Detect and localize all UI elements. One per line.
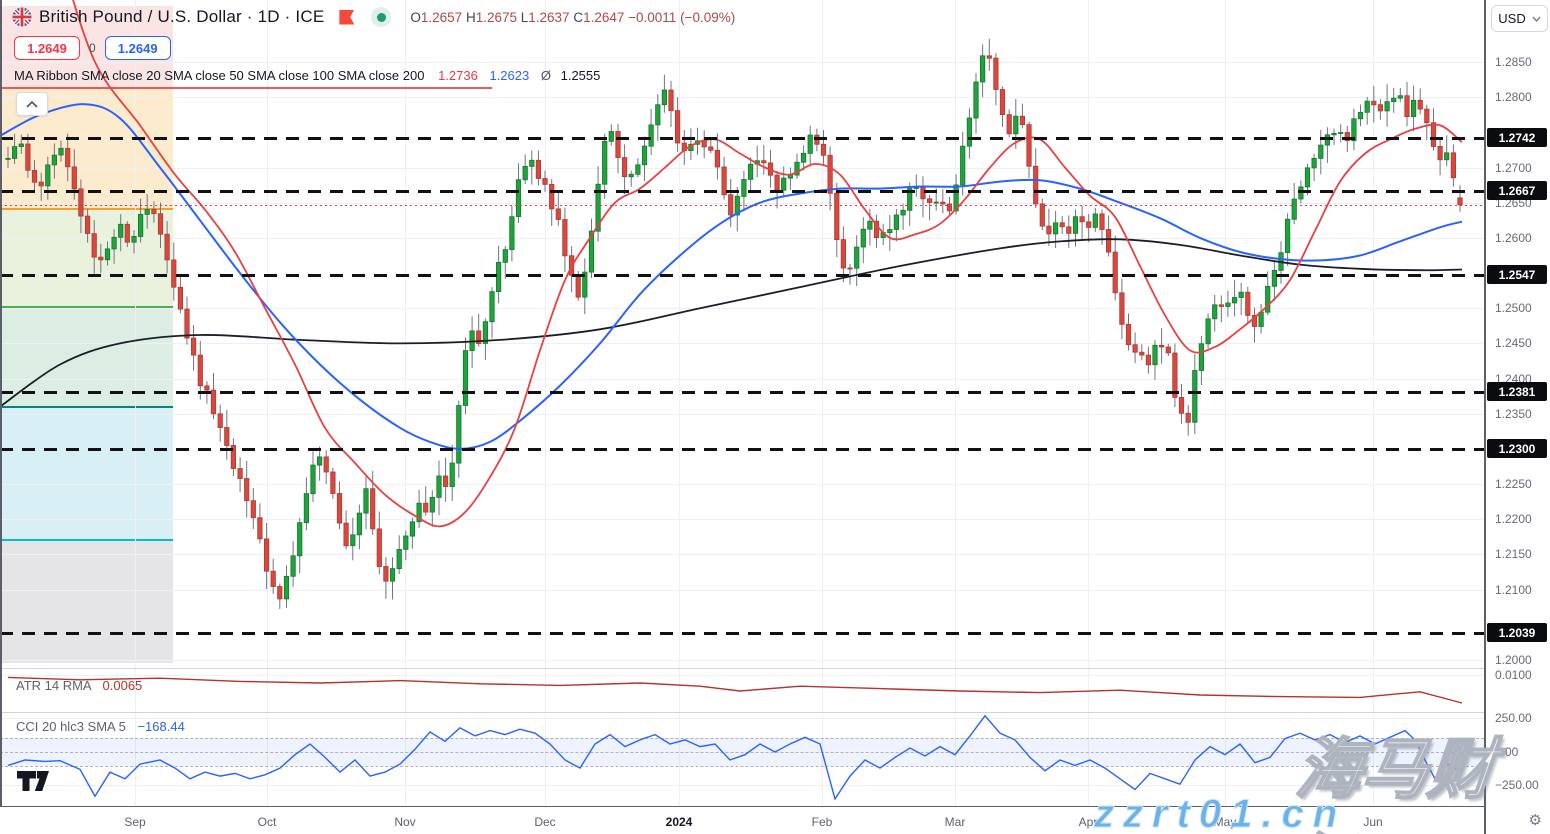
teal-zone-edge (0, 406, 173, 408)
price-series-canvas[interactable] (0, 0, 1484, 806)
time-tick: Dec (534, 815, 556, 829)
indicator-tick: 250.00 (1495, 711, 1532, 725)
price-tick: 1.2500 (1495, 301, 1532, 315)
time-axis[interactable]: Sep Oct Nov Dec 2024 Feb Mar Apr May Jun (0, 806, 1484, 834)
chart-left-border (0, 0, 2, 806)
cci-legend[interactable]: CCI 20 hlc3 SMA 5 −168.44 (16, 719, 185, 734)
red-trendline[interactable] (0, 87, 492, 89)
indicator-tick: −250.00 (1495, 778, 1539, 792)
price-axis[interactable]: USD 1.2850 1.2800 1.2700 1.2650 1.2600 1.2500… (1484, 0, 1550, 834)
key-level-line[interactable] (0, 137, 1484, 140)
indicator-tick: 0.00 (1495, 745, 1519, 759)
time-tick: Sep (124, 815, 146, 829)
indicator-tick: 0.0100 (1495, 668, 1532, 682)
ma-ribbon-label: MA Ribbon SMA close 20 SMA close 50 SMA … (14, 68, 425, 83)
orange-zone-edge (0, 208, 173, 210)
pane-separator[interactable] (0, 712, 1484, 713)
spread-value: 0 (89, 41, 96, 55)
price-level-badge: 1.2381 (1487, 382, 1547, 401)
time-tick: Jun (1363, 815, 1383, 829)
cci-label: CCI 20 hlc3 SMA 5 (16, 719, 126, 734)
sma20-value: 1.2736 (438, 68, 478, 83)
sell-price-button[interactable]: 1.2649 (14, 36, 80, 60)
cyan-zone-edge (0, 539, 173, 541)
teal-zone[interactable] (0, 307, 173, 407)
quote-row: 1.2649 0 1.2649 (14, 36, 171, 60)
price-tick: 1.2000 (1495, 653, 1532, 667)
pane-separator[interactable] (0, 668, 1484, 669)
currency-selector[interactable]: USD (1491, 5, 1548, 32)
price-level-badge: 1.2667 (1487, 181, 1547, 200)
atr-legend[interactable]: ATR 14 RMA 0.0065 (16, 678, 142, 693)
key-level-line[interactable] (0, 391, 1484, 394)
atr-label: ATR 14 RMA (16, 678, 91, 693)
time-tick: 2024 (665, 815, 693, 829)
ohlc-values: O1.2657 H1.2675 L1.2637 C1.2647 −0.0011 … (410, 9, 736, 25)
symbol-legend[interactable]: British Pound / U.S. Dollar · 1D · ICE O… (12, 6, 735, 28)
chart-pane[interactable]: British Pound / U.S. Dollar · 1D · ICE O… (0, 0, 1484, 806)
price-tick: 1.2600 (1495, 231, 1532, 245)
average-symbol: Ø (540, 68, 551, 83)
key-level-line[interactable] (0, 190, 1484, 193)
market-status-icon[interactable] (371, 7, 392, 27)
price-tick: 1.2850 (1495, 55, 1532, 69)
red-flag-icon[interactable] (339, 9, 355, 25)
time-tick: Feb (811, 815, 833, 829)
symbol-title: British Pound / U.S. Dollar · 1D · ICE (39, 7, 325, 26)
time-tick: Apr (1078, 815, 1098, 829)
key-level-line[interactable] (0, 448, 1484, 451)
price-tick: 1.2200 (1495, 512, 1532, 526)
cci-value: −168.44 (137, 719, 185, 734)
time-tick: Oct (257, 815, 277, 829)
price-tick: 1.2800 (1495, 90, 1532, 104)
price-tick: 1.2350 (1495, 407, 1532, 421)
price-level-badge: 1.2547 (1487, 265, 1547, 284)
gb-flag-icon (12, 7, 32, 27)
price-tick: 1.2150 (1495, 547, 1532, 561)
sma100-value: 1.2623 (489, 68, 530, 83)
sma200-value: 1.2555 (560, 68, 601, 83)
settings-gear-icon[interactable]: ⚙ (1528, 812, 1542, 829)
price-tick: 1.2100 (1495, 583, 1532, 597)
price-level-badge: 1.2039 (1487, 623, 1547, 642)
current-price-line (0, 205, 1484, 206)
atr-value: 0.0065 (102, 678, 143, 693)
key-level-line[interactable] (0, 274, 1484, 277)
time-tick: Nov (394, 815, 416, 829)
price-tick: 1.2250 (1495, 477, 1532, 491)
time-tick: Mar (944, 815, 966, 829)
green-zone-edge (0, 306, 173, 308)
ma-ribbon-legend[interactable]: MA Ribbon SMA close 20 SMA close 50 SMA … (14, 68, 600, 83)
cyan-zone[interactable] (0, 407, 173, 540)
chevron-up-icon (26, 100, 38, 108)
collapse-pane-button[interactable] (16, 92, 48, 116)
gray-zone[interactable] (0, 540, 173, 663)
buy-price-button[interactable]: 1.2649 (104, 36, 171, 60)
time-tick: May (1213, 815, 1237, 829)
price-level-badge: 1.2742 (1487, 128, 1547, 147)
price-level-badge: 1.2300 (1487, 439, 1547, 458)
currency-label: USD (1498, 11, 1526, 26)
change-value: −0.0011 (−0.09%) (628, 9, 736, 25)
price-tick: 1.2700 (1495, 161, 1532, 175)
chevron-down-icon (1532, 16, 1541, 22)
tradingview-logo[interactable] (16, 770, 50, 797)
key-level-line[interactable] (0, 632, 1484, 635)
price-tick: 1.2450 (1495, 336, 1532, 350)
